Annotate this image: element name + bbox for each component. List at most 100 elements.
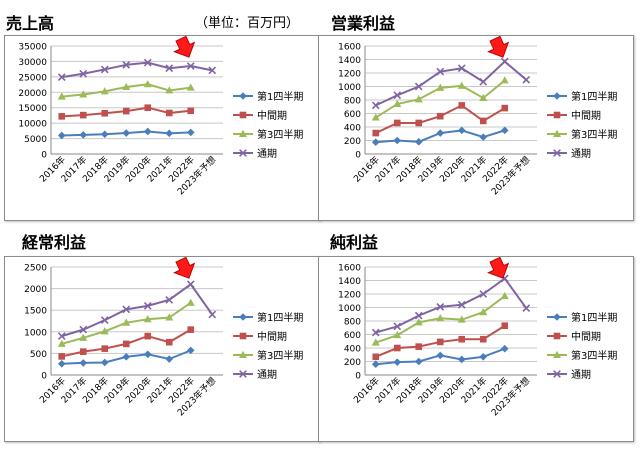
legend-symbol bbox=[239, 92, 247, 100]
data-point bbox=[457, 300, 466, 309]
chart-svg-net-profit: 020040060080010001200140016002016年2017年2… bbox=[338, 256, 617, 418]
data-point bbox=[57, 332, 66, 340]
series-markers bbox=[372, 322, 509, 361]
data-point bbox=[79, 111, 87, 119]
data-point bbox=[79, 69, 88, 78]
legend-label: 第1四半期 bbox=[571, 90, 617, 103]
data-point bbox=[165, 129, 174, 138]
data-point bbox=[371, 101, 380, 110]
series-markers bbox=[372, 102, 509, 137]
highlight-arrow-icon bbox=[487, 256, 510, 279]
data-point bbox=[500, 344, 509, 353]
series-line bbox=[61, 61, 213, 79]
data-point bbox=[414, 357, 423, 366]
y-tick-label: 400 bbox=[344, 345, 361, 355]
series-markers bbox=[371, 291, 509, 346]
legend-label: 第1四半期 bbox=[257, 90, 303, 103]
legend-symbol bbox=[553, 313, 561, 321]
data-point bbox=[414, 95, 423, 103]
y-tick-label: 25000 bbox=[18, 73, 47, 83]
legend-marker bbox=[239, 370, 247, 378]
legend-symbol bbox=[553, 111, 561, 119]
data-point bbox=[100, 65, 109, 74]
data-point bbox=[122, 340, 130, 348]
data-point bbox=[501, 104, 509, 112]
legend-symbol bbox=[239, 313, 247, 321]
data-point bbox=[414, 318, 423, 326]
data-point bbox=[165, 313, 174, 321]
data-point bbox=[122, 353, 131, 361]
series-markers bbox=[371, 76, 509, 121]
data-point bbox=[208, 310, 217, 319]
data-point bbox=[100, 316, 109, 325]
data-point bbox=[371, 338, 380, 346]
legend-marker bbox=[239, 149, 247, 157]
data-point bbox=[101, 345, 109, 352]
legend-label: 中間期 bbox=[571, 109, 601, 122]
y-tick-label: 1000 bbox=[24, 328, 47, 338]
data-point bbox=[393, 322, 402, 331]
chart-title-sales: 売上高 bbox=[6, 14, 55, 33]
data-point bbox=[501, 322, 509, 330]
data-point bbox=[393, 99, 402, 108]
data-point bbox=[479, 77, 488, 86]
y-tick-label: 0 bbox=[41, 372, 47, 382]
chart-svg-sales: 050001000015000200002500030000350002016年… bbox=[18, 35, 303, 197]
y-tick-label: 200 bbox=[344, 358, 361, 368]
data-point bbox=[57, 359, 66, 368]
data-point bbox=[436, 314, 445, 322]
data-point bbox=[143, 350, 152, 359]
legend-marker bbox=[239, 129, 247, 137]
data-point bbox=[522, 304, 531, 313]
series-markers bbox=[57, 298, 195, 347]
data-point bbox=[457, 64, 466, 73]
data-point bbox=[479, 352, 488, 361]
data-point bbox=[457, 126, 466, 135]
data-point bbox=[500, 291, 509, 300]
data-point bbox=[457, 315, 466, 323]
legend-symbol bbox=[239, 129, 247, 137]
legend-marker bbox=[553, 129, 561, 137]
legend-label: 通期 bbox=[571, 369, 591, 381]
series-markers bbox=[371, 57, 531, 110]
chart-svg-ordinary-profit: 050010001500200025002016年2017年2018年2019年… bbox=[24, 256, 303, 418]
data-point bbox=[187, 326, 195, 333]
legend-symbol bbox=[239, 350, 247, 358]
data-point bbox=[186, 298, 195, 306]
data-point bbox=[414, 82, 423, 91]
legend-label: 通期 bbox=[571, 148, 591, 160]
legend-symbol bbox=[553, 129, 561, 137]
legend-label: 第1四半期 bbox=[571, 311, 617, 324]
data-point bbox=[79, 333, 88, 341]
data-point bbox=[436, 83, 445, 91]
y-tick-label: 800 bbox=[344, 318, 361, 328]
series-markers bbox=[58, 326, 195, 360]
data-point bbox=[165, 64, 174, 73]
data-point bbox=[143, 58, 152, 67]
legend-marker bbox=[553, 92, 561, 100]
data-point bbox=[100, 358, 109, 367]
data-point bbox=[479, 308, 488, 316]
data-point bbox=[79, 90, 88, 98]
y-tick-label: 35000 bbox=[18, 43, 47, 53]
data-point bbox=[122, 305, 131, 314]
data-point bbox=[186, 280, 195, 289]
data-point bbox=[458, 102, 466, 109]
y-tick-label: 500 bbox=[30, 350, 47, 360]
y-tick-label: 1200 bbox=[338, 70, 361, 80]
legend-marker bbox=[239, 313, 247, 321]
data-point bbox=[414, 138, 423, 146]
highlight-arrow-icon bbox=[173, 35, 196, 58]
data-point bbox=[436, 67, 445, 76]
legend-label: 第3四半期 bbox=[257, 349, 303, 362]
y-tick-label: 1500 bbox=[24, 307, 47, 317]
data-point bbox=[479, 335, 487, 343]
y-tick-label: 1000 bbox=[338, 83, 361, 93]
data-point bbox=[165, 109, 173, 117]
y-tick-label: 1000 bbox=[338, 304, 361, 314]
legend-label: 通期 bbox=[257, 148, 277, 160]
data-point bbox=[436, 338, 444, 346]
y-tick-label: 0 bbox=[355, 372, 361, 382]
legend-symbol bbox=[239, 149, 247, 157]
y-tick-label: 1600 bbox=[338, 43, 361, 53]
